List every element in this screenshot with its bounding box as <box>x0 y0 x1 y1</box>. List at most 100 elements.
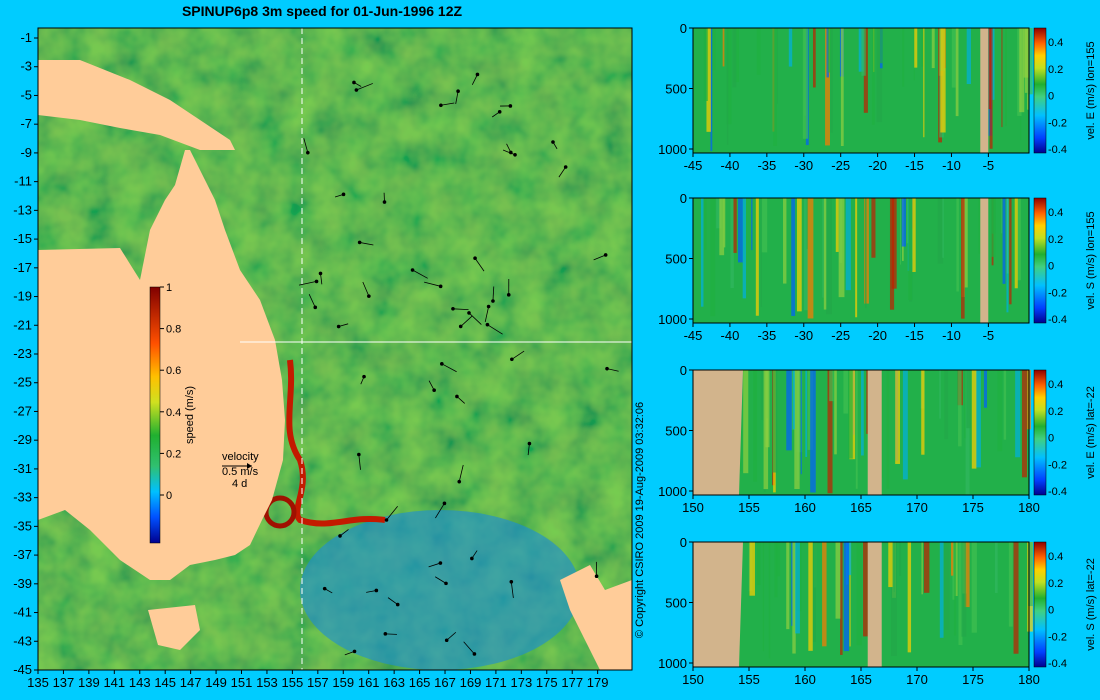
map-lat-tick-label: -23 <box>13 346 32 361</box>
profile-y-tick-label: 0 <box>680 535 687 550</box>
velocity-arrow-dot <box>354 88 359 92</box>
profile-streak <box>751 198 753 251</box>
profile-land <box>980 28 989 153</box>
profile-x-tick-label: 170 <box>906 500 928 515</box>
velocity-key-duration: 4 d <box>232 478 247 490</box>
profile-streak <box>940 28 946 133</box>
profile-x-tick-label: -5 <box>983 328 995 343</box>
velocity-arrow-dot <box>513 152 517 157</box>
map-lon-tick-label: 167 <box>434 675 456 690</box>
velocity-arrow-dot <box>442 501 447 506</box>
map-lon-tick-label: 143 <box>129 675 151 690</box>
velocity-arrow-dot <box>438 284 443 289</box>
profile-streak <box>971 370 977 469</box>
profile-colorbar-tick-label: 0.2 <box>1048 234 1063 246</box>
velocity-arrow-dot <box>395 602 400 607</box>
profile-streak <box>804 198 809 311</box>
velocity-arrow-dot <box>594 574 599 579</box>
profile-x-tick-label: 160 <box>794 672 816 687</box>
velocity-arrow-dot <box>470 556 474 561</box>
profile-colorbar-tick-label: 0 <box>1048 91 1054 103</box>
profile-colorbar-tick-label: -0.2 <box>1048 631 1067 643</box>
profile-streak <box>1003 370 1007 440</box>
profile-streak <box>1006 198 1009 313</box>
profile-streak <box>827 370 833 494</box>
profile-y-tick-label: 1000 <box>658 142 687 157</box>
new-guinea-land <box>38 60 235 150</box>
profile-streak <box>1015 370 1021 458</box>
velocity-arrow-dot <box>374 588 379 593</box>
profile-streak <box>753 370 758 482</box>
profile-colorbar-tick-label: -0.4 <box>1048 314 1067 326</box>
speed-colorbar-tick-label: 1 <box>166 282 172 294</box>
profile-streak <box>964 542 970 608</box>
profile-streak <box>1028 542 1033 607</box>
speed-colorbar-ticks: 1 0.8 0.6 0.4 0.2 0 <box>160 282 181 502</box>
profile-colorbar-tick-label: 0 <box>1048 261 1054 273</box>
map-lon-tick-label: 147 <box>180 675 202 690</box>
profile-streak <box>855 370 858 489</box>
profile-streak <box>901 198 906 247</box>
profile-x-tick-label: -30 <box>794 158 813 173</box>
profile-streak <box>773 28 778 146</box>
tasmania-land <box>148 605 200 650</box>
velocity-arrow-dot <box>475 72 480 77</box>
profile-streak <box>937 198 944 264</box>
profile-streak <box>966 28 971 85</box>
slow-region <box>300 510 580 670</box>
profile-streak <box>921 542 923 595</box>
profile-streak <box>710 198 716 317</box>
profile-streak <box>939 542 944 638</box>
new-zealand-land <box>560 565 632 670</box>
profile-streak <box>733 198 737 253</box>
velocity-arrow-dot <box>306 150 310 155</box>
velocity-arrow <box>558 166 567 178</box>
velocity-arrow-dot <box>322 586 327 591</box>
map-lon-tick-label: 145 <box>154 675 176 690</box>
profile-streak <box>895 370 900 464</box>
profile-streak <box>991 198 996 257</box>
profile-streak <box>786 542 790 630</box>
velocity-arrow-dot <box>527 441 532 446</box>
profile-x-tick-label: 150 <box>682 500 704 515</box>
map-lon-tick-label: 171 <box>485 675 507 690</box>
profile-streak <box>792 542 796 654</box>
profile-label: vel. S (m/s) lat=-22 <box>1085 558 1097 651</box>
profile-streak <box>808 542 813 651</box>
profile-streak <box>983 370 988 408</box>
profile-streak <box>888 542 893 588</box>
profile-streak <box>719 198 725 256</box>
velocity-arrow <box>386 506 398 521</box>
velocity-arrow-dot <box>551 140 555 144</box>
velocity-arrow <box>455 91 459 104</box>
profile-streak <box>726 28 729 145</box>
profile-streak <box>847 542 852 576</box>
velocity-arrow-dot <box>456 89 460 94</box>
map-lat-tick-label: -17 <box>13 260 32 275</box>
profile-streak <box>951 28 956 88</box>
profile-colorbar-tick-label: 0 <box>1048 605 1054 617</box>
profile-streak <box>1021 370 1027 478</box>
velocity-arrow <box>424 281 441 287</box>
profile-streak <box>955 28 959 117</box>
velocity-arrow <box>463 641 475 655</box>
velocity-arrow <box>358 454 361 470</box>
profile-x-tick-label: -40 <box>721 158 740 173</box>
profile-streak <box>849 542 851 647</box>
velocity-arrow <box>446 631 457 641</box>
profile-streak <box>912 198 916 272</box>
profile-x-tick-label: -10 <box>942 328 961 343</box>
profile-streak <box>800 370 802 475</box>
velocity-arrow <box>435 503 445 519</box>
profile-streak <box>813 542 816 643</box>
profile-streak <box>812 28 816 88</box>
map-lon-tick-label: 137 <box>53 675 75 690</box>
speed-colorbar-tick-label: 0 <box>166 490 172 502</box>
velocity-arrow <box>428 380 435 391</box>
profile-streak <box>710 28 713 152</box>
profile-streak <box>881 370 883 478</box>
profile-colorbar-tick-label: -0.2 <box>1048 117 1067 129</box>
profile-streak <box>1008 542 1013 627</box>
profile-colorbar <box>1033 27 1047 154</box>
